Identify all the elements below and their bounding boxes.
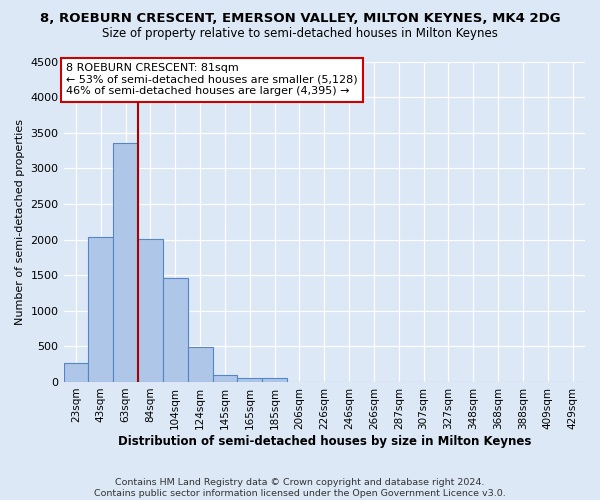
Bar bbox=[138, 239, 163, 382]
Bar bbox=[188, 347, 212, 382]
Text: Size of property relative to semi-detached houses in Milton Keynes: Size of property relative to semi-detach… bbox=[102, 28, 498, 40]
Text: Contains HM Land Registry data © Crown copyright and database right 2024.
Contai: Contains HM Land Registry data © Crown c… bbox=[94, 478, 506, 498]
Bar bbox=[113, 142, 138, 382]
Bar bbox=[64, 362, 88, 382]
Y-axis label: Number of semi-detached properties: Number of semi-detached properties bbox=[15, 118, 25, 324]
Bar bbox=[238, 378, 262, 382]
Text: 8, ROEBURN CRESCENT, EMERSON VALLEY, MILTON KEYNES, MK4 2DG: 8, ROEBURN CRESCENT, EMERSON VALLEY, MIL… bbox=[40, 12, 560, 26]
Bar bbox=[212, 375, 238, 382]
Bar bbox=[88, 238, 113, 382]
Bar bbox=[163, 278, 188, 382]
Bar bbox=[262, 378, 287, 382]
X-axis label: Distribution of semi-detached houses by size in Milton Keynes: Distribution of semi-detached houses by … bbox=[118, 434, 531, 448]
Text: 8 ROEBURN CRESCENT: 81sqm
← 53% of semi-detached houses are smaller (5,128)
46% : 8 ROEBURN CRESCENT: 81sqm ← 53% of semi-… bbox=[66, 63, 358, 96]
